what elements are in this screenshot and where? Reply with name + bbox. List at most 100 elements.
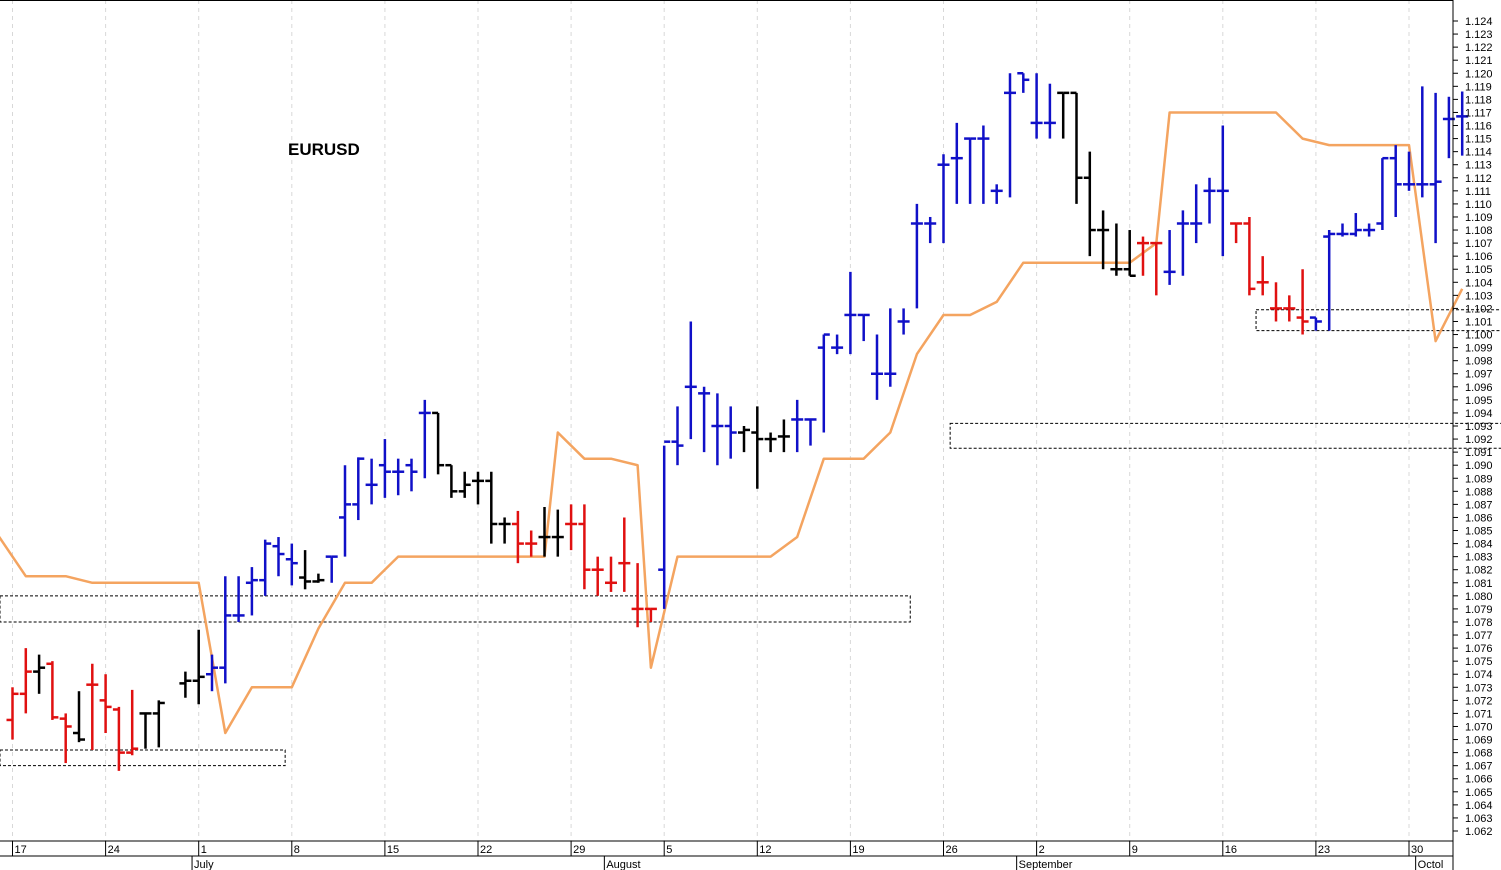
x-tick-label-14: 23	[1318, 844, 1330, 856]
ohlc-bar-44	[605, 556, 617, 592]
ohlc-bar-18	[259, 539, 272, 596]
range-box-2	[949, 422, 1501, 449]
y-tick-label-50: 1.112	[1465, 173, 1492, 185]
ohlc-bar-88	[1190, 184, 1203, 244]
ohlc-bar-26	[365, 458, 378, 505]
ohlc-bar-9	[126, 689, 139, 756]
ohlc-bar-51	[698, 386, 711, 453]
ohlc-bar-48	[658, 440, 671, 609]
ohlc-bar-20	[285, 543, 298, 586]
y-tick-label-24: 1.086	[1465, 512, 1493, 524]
x-tick-label-9: 19	[852, 844, 864, 856]
ohlc-bar-58	[791, 399, 804, 453]
month-label-2: September	[1019, 859, 1073, 870]
ohlc-bar-35	[485, 471, 498, 544]
ohlc-bar-50	[684, 321, 697, 440]
y-tick-label-9: 1.071	[1465, 708, 1493, 720]
y-tick-label-61: 1.123	[1465, 29, 1493, 41]
ohlc-bar-100	[1349, 213, 1362, 237]
ohlc-bar-33	[458, 471, 471, 498]
ohlc-bar-30	[418, 399, 431, 479]
ohlc-bar-47	[644, 607, 657, 622]
ohlc-bar-103	[1389, 145, 1402, 217]
y-tick-label-16: 1.078	[1465, 617, 1493, 629]
y-tick-label-22: 1.084	[1465, 539, 1493, 551]
x-tick-label-4: 15	[387, 844, 399, 856]
range-boxes	[0, 309, 1501, 767]
overlay-series	[0, 111, 1464, 735]
y-tick-label-53: 1.115	[1465, 134, 1492, 146]
ohlc-bar-66	[897, 308, 910, 335]
month-label-0: July	[194, 859, 214, 870]
ohlc-bar-98	[1323, 230, 1336, 331]
y-tick-label-51: 1.113	[1465, 160, 1492, 172]
ohlc-bar-102	[1376, 156, 1389, 231]
ohlc-bar-89	[1203, 177, 1216, 224]
y-tick-label-54: 1.116	[1465, 121, 1492, 133]
ohlc-bar-32	[445, 463, 458, 498]
ohlc-bar-96	[1296, 269, 1309, 335]
ohlc-bar-46	[631, 563, 644, 628]
y-axis-ticks: 1.0621.0631.0641.0651.0661.0671.0681.069…	[1453, 16, 1493, 838]
x-tick-label-8: 12	[759, 844, 771, 856]
ohlc-bar-79	[1070, 91, 1083, 204]
y-tick-label-18: 1.080	[1465, 591, 1493, 603]
x-tick-label-6: 29	[573, 844, 585, 856]
ohlc-bar-4	[59, 713, 72, 764]
y-tick-label-3: 1.065	[1465, 787, 1493, 799]
ohlc-bar-72	[977, 125, 990, 204]
overlay-line	[0, 111, 1464, 735]
ohlc-bar-65	[884, 308, 897, 387]
ohlc-bar-15	[219, 576, 232, 684]
ohlc-bar-21	[299, 550, 312, 590]
y-tick-label-40: 1.102	[1465, 303, 1493, 315]
ohlc-bar-86	[1163, 230, 1176, 285]
y-tick-label-34: 1.096	[1465, 382, 1493, 394]
ohlc-bar-3	[46, 661, 59, 720]
ohlc-bar-0	[6, 687, 19, 740]
y-tick-label-13: 1.075	[1465, 656, 1493, 668]
ohlc-bar-53	[724, 406, 737, 459]
y-tick-label-44: 1.106	[1465, 251, 1493, 263]
ohlc-bar-1	[19, 648, 32, 714]
ohlc-bar-99	[1336, 223, 1349, 237]
y-tick-label-48: 1.110	[1465, 199, 1492, 211]
ohlc-bar-19	[272, 537, 285, 577]
ohlc-bar-11	[152, 700, 165, 748]
y-tick-label-58: 1.120	[1465, 68, 1493, 80]
y-tick-label-41: 1.103	[1465, 290, 1493, 302]
ohlc-bar-12	[179, 671, 192, 698]
y-tick-label-49: 1.111	[1465, 186, 1491, 198]
y-tick-label-31: 1.093	[1465, 421, 1493, 433]
y-tick-label-47: 1.109	[1465, 212, 1493, 224]
ohlc-bar-81	[1097, 210, 1110, 270]
ohlc-bar-106	[1429, 92, 1442, 244]
y-tick-label-52: 1.114	[1465, 147, 1492, 159]
ohlc-bar-45	[618, 517, 631, 592]
ohlc-bar-87	[1176, 210, 1189, 276]
ohlc-bar-39	[538, 507, 551, 557]
ohlc-bar-55	[751, 406, 764, 489]
y-tick-label-26: 1.088	[1465, 486, 1493, 498]
x-tick-label-3: 8	[294, 844, 300, 856]
y-tick-label-20: 1.082	[1465, 565, 1493, 577]
ohlc-bar-10	[139, 712, 152, 749]
ohlc-bar-108	[1456, 91, 1469, 156]
y-tick-label-55: 1.117	[1465, 107, 1492, 119]
ohlc-bar-5	[73, 691, 85, 743]
x-tick-label-12: 9	[1132, 844, 1138, 856]
ohlc-bar-34	[472, 471, 484, 505]
ohlc-bar-57	[777, 419, 790, 453]
ohlc-bar-73	[990, 184, 1003, 204]
ohlc-bar-25	[352, 457, 365, 521]
ohlc-bar-49	[671, 406, 684, 466]
y-tick-label-21: 1.083	[1465, 552, 1493, 564]
ohlc-bar-61	[831, 334, 844, 355]
x-tick-label-0: 17	[15, 844, 27, 856]
ohlc-bar-68	[924, 216, 937, 244]
ohlc-bar-28	[392, 458, 405, 496]
range-box-1	[0, 595, 911, 623]
ohlc-bar-54	[738, 426, 750, 453]
y-tick-label-46: 1.108	[1465, 225, 1493, 237]
